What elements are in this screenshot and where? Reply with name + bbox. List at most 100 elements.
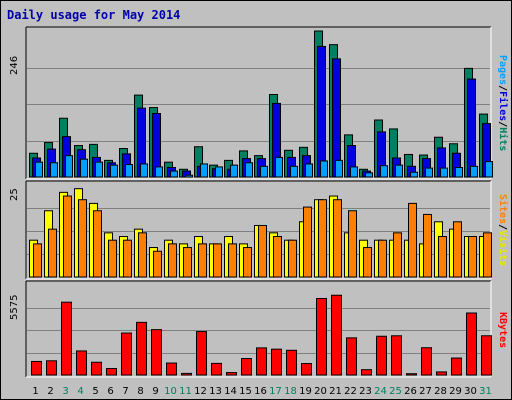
x-tick-label: 14 bbox=[224, 386, 237, 397]
x-tick-label: 15 bbox=[239, 386, 252, 397]
sites-bar bbox=[453, 221, 462, 278]
kbytes-bar bbox=[301, 363, 312, 376]
kbytes-bar bbox=[256, 347, 267, 376]
x-tick-label: 28 bbox=[434, 386, 447, 397]
sites-bar bbox=[303, 206, 312, 278]
kbytes-bar bbox=[346, 337, 357, 376]
kbytes-bar bbox=[151, 329, 162, 376]
x-tick-label: 26 bbox=[404, 386, 417, 397]
x-tick-label: 16 bbox=[254, 386, 267, 397]
kbytes-bar bbox=[391, 335, 402, 376]
legend-files: Files bbox=[497, 90, 508, 122]
legend-pages: Pages bbox=[497, 54, 508, 85]
pages-bar bbox=[185, 174, 193, 178]
pages-bar bbox=[110, 164, 118, 178]
x-tick-label: 27 bbox=[419, 386, 432, 397]
x-tick-label: 23 bbox=[359, 386, 372, 397]
x-tick-label: 22 bbox=[344, 386, 357, 397]
pages-bar bbox=[395, 164, 403, 178]
sites-bar bbox=[348, 210, 357, 278]
x-tick-label: 18 bbox=[284, 386, 297, 397]
sites-bar bbox=[363, 247, 372, 278]
pages-bar bbox=[425, 167, 433, 178]
pages-bar bbox=[200, 163, 208, 178]
pages-bar bbox=[320, 160, 328, 178]
pages-bar bbox=[230, 164, 238, 178]
kbytes-bar bbox=[31, 360, 42, 376]
sites-bar bbox=[408, 202, 417, 278]
pages-bar bbox=[335, 159, 343, 178]
pages-bar bbox=[170, 170, 178, 178]
kbytes-bar bbox=[376, 335, 387, 376]
pages-bar bbox=[290, 165, 298, 178]
sites-bar bbox=[288, 239, 297, 278]
x-tick-label: 31 bbox=[479, 386, 492, 397]
visits-panel-legend: Sites/Visits bbox=[491, 181, 512, 279]
files-bar bbox=[332, 58, 341, 178]
kbytes-bar bbox=[61, 301, 72, 376]
x-tick-label: 4 bbox=[77, 386, 83, 397]
sites-bar bbox=[93, 210, 102, 278]
kbytes-bar bbox=[271, 348, 282, 376]
x-tick-label: 20 bbox=[314, 386, 327, 397]
x-tick-label: 11 bbox=[179, 386, 192, 397]
pages-bar bbox=[140, 163, 148, 178]
kbytes-bar bbox=[451, 357, 462, 376]
pages-bar bbox=[380, 165, 388, 178]
kbytes-bar bbox=[166, 362, 177, 376]
x-tick-label: 3 bbox=[62, 386, 68, 397]
kbytes-bar bbox=[76, 350, 87, 376]
x-tick-label: 6 bbox=[107, 386, 113, 397]
sites-bar bbox=[168, 243, 177, 278]
kbytes-bar bbox=[136, 321, 147, 376]
sites-bar bbox=[273, 236, 282, 278]
pages-bar bbox=[365, 172, 373, 178]
legend-visits: Visits bbox=[497, 230, 508, 267]
sites-bar bbox=[468, 236, 477, 278]
pages-bar bbox=[470, 165, 478, 178]
kbytes-bar bbox=[436, 371, 447, 376]
pages-bar bbox=[410, 171, 418, 178]
sites-bar bbox=[318, 199, 327, 278]
legend-kbytes: KBytes bbox=[497, 311, 508, 349]
kbytes-bar bbox=[421, 347, 432, 376]
pages-bar bbox=[440, 167, 448, 178]
sites-bar bbox=[63, 195, 72, 278]
hits-panel-area bbox=[26, 27, 491, 179]
x-tick-label: 19 bbox=[299, 386, 312, 397]
x-tick-label: 24 bbox=[374, 386, 387, 397]
kbytes-bar bbox=[46, 360, 57, 376]
legend-separator: / bbox=[497, 223, 508, 230]
kbytes-bar bbox=[466, 312, 477, 376]
sites-bar bbox=[333, 199, 342, 278]
kbytes-bar bbox=[331, 294, 342, 376]
pages-bar bbox=[245, 162, 253, 178]
x-tick-label: 8 bbox=[137, 386, 143, 397]
legend-sites: Sites bbox=[497, 193, 508, 224]
pages-bar bbox=[80, 158, 88, 178]
sites-bar bbox=[123, 239, 132, 278]
legend-separator: / bbox=[497, 84, 508, 91]
kbytes-bar bbox=[91, 361, 102, 376]
sites-bar bbox=[213, 243, 222, 278]
legend-separator: / bbox=[497, 121, 508, 128]
kbytes-bar bbox=[406, 373, 417, 376]
hits-panel-legend: Pages/Files/Hits bbox=[491, 27, 512, 179]
pages-bar bbox=[455, 167, 463, 178]
sites-bar bbox=[78, 199, 87, 278]
sites-bar bbox=[153, 250, 162, 278]
sites-bar bbox=[33, 243, 42, 278]
pages-bar bbox=[260, 165, 268, 178]
sites-bar bbox=[258, 224, 267, 278]
sites-bar bbox=[48, 228, 57, 278]
kbytes-bar bbox=[121, 332, 132, 376]
sites-bar bbox=[483, 232, 492, 278]
pages-bar bbox=[215, 166, 223, 178]
kbytes-bar bbox=[361, 369, 372, 376]
kbytes-bar bbox=[286, 349, 297, 376]
x-tick-label: 5 bbox=[92, 386, 98, 397]
sites-bar bbox=[183, 247, 192, 278]
kbytes-bar bbox=[316, 297, 327, 376]
pages-bar bbox=[65, 155, 73, 178]
